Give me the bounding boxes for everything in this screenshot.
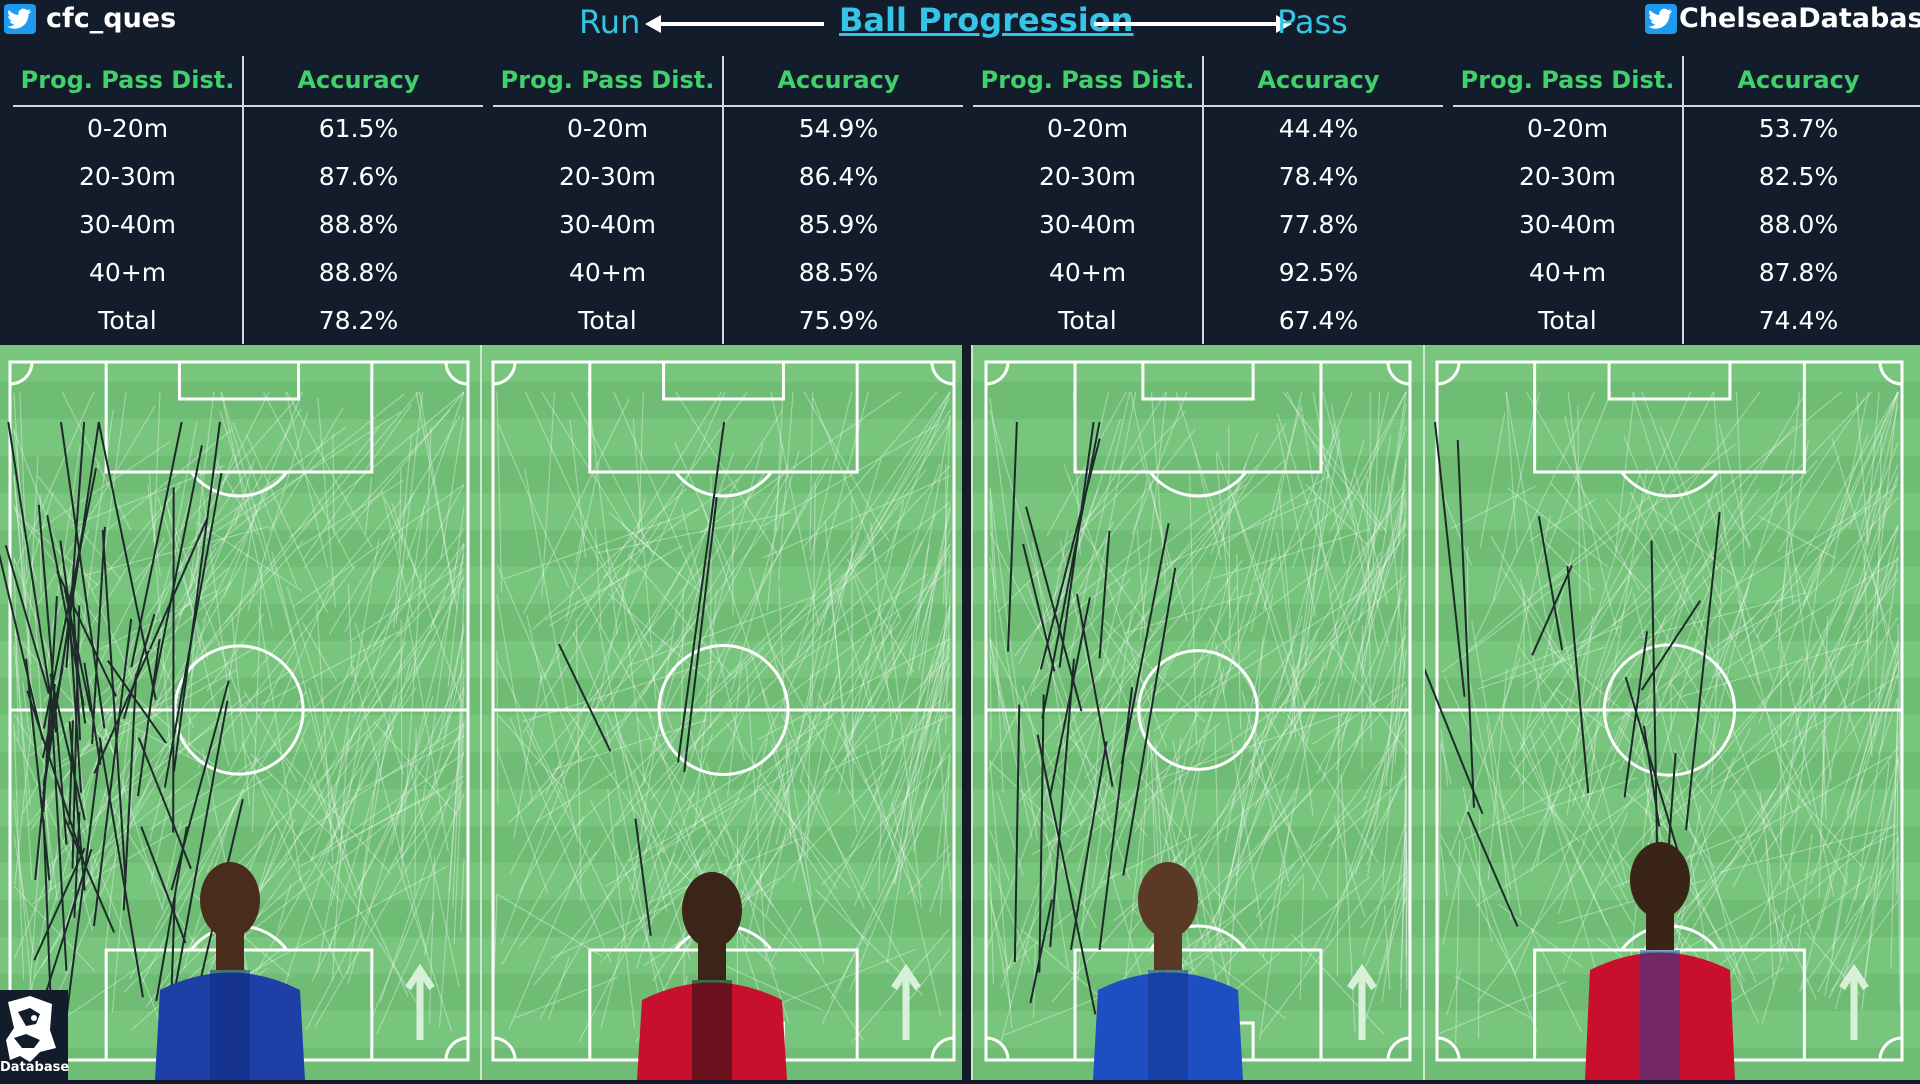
table-cell-accuracy: 74.4% <box>1684 306 1913 335</box>
table-cell-accuracy: 54.9% <box>724 114 953 143</box>
table-cell-accuracy: 85.9% <box>724 210 953 239</box>
pitch-stripe <box>482 567 962 604</box>
table-cell-accuracy: 88.8% <box>244 258 473 287</box>
panel-separator <box>1423 345 1425 1080</box>
left-handle[interactable]: cfc_ques <box>4 3 176 34</box>
table-cell-accuracy: 53.7% <box>1684 114 1913 143</box>
table-cell-distance: 30-40m <box>1453 210 1682 239</box>
pass-label: Pass <box>1277 3 1348 41</box>
table-cell-accuracy: 75.9% <box>724 306 953 335</box>
table-cell-distance: 0-20m <box>493 114 722 143</box>
left-handle-text: cfc_ques <box>46 3 176 34</box>
pass-line <box>40 495 41 592</box>
table-divider <box>1202 56 1204 344</box>
table-cell-accuracy: 44.4% <box>1204 114 1433 143</box>
table-cell-distance: Total <box>973 306 1202 335</box>
table-cell-accuracy: 88.8% <box>244 210 473 239</box>
table-cell-distance: 20-30m <box>973 162 1202 191</box>
table-cell-distance: 30-40m <box>973 210 1202 239</box>
table-cell-distance: 0-20m <box>13 114 242 143</box>
column-header-distance: Prog. Pass Dist. <box>973 66 1202 94</box>
arrow-right-line <box>1094 22 1280 26</box>
table-header-rule <box>13 105 483 107</box>
table-cell-accuracy: 87.8% <box>1684 258 1913 287</box>
pitch-map <box>0 345 480 1080</box>
table-cell-distance: 40+m <box>13 258 242 287</box>
panel-separator <box>480 345 482 1080</box>
table-cell-distance: 20-30m <box>1453 162 1682 191</box>
column-header-accuracy: Accuracy <box>724 66 953 94</box>
club-logo: Database <box>0 990 68 1080</box>
table-cell-accuracy: 77.8% <box>1204 210 1433 239</box>
table-cell-distance: Total <box>493 306 722 335</box>
pitch-panel <box>0 345 480 1080</box>
table-cell-accuracy: 82.5% <box>1684 162 1913 191</box>
table-cell-accuracy: 86.4% <box>724 162 953 191</box>
table-divider <box>1682 56 1684 344</box>
column-header-accuracy: Accuracy <box>244 66 473 94</box>
table-cell-distance: 30-40m <box>493 210 722 239</box>
pitch-panel <box>973 345 1423 1080</box>
table-divider <box>722 56 724 344</box>
table-cell-distance: 0-20m <box>1453 114 1682 143</box>
twitter-bird-icon <box>4 4 36 34</box>
table-header-rule <box>973 105 1443 107</box>
pitch-map <box>973 345 1423 1080</box>
table-header-rule <box>493 105 963 107</box>
table-cell-distance: 20-30m <box>13 162 242 191</box>
header: cfc_ques Run Ball Progression Pass Chels… <box>0 0 1920 52</box>
pitch-stripe <box>1425 419 1920 456</box>
arrow-left-line <box>658 22 824 26</box>
pitch-stripe <box>973 493 1423 530</box>
column-header-distance: Prog. Pass Dist. <box>13 66 242 94</box>
table-cell-distance: 40+m <box>973 258 1202 287</box>
column-header-distance: Prog. Pass Dist. <box>1453 66 1682 94</box>
table-cell-distance: 40+m <box>493 258 722 287</box>
table-cell-distance: 30-40m <box>13 210 242 239</box>
pass-line <box>1524 588 1525 812</box>
table-cell-distance: 20-30m <box>493 162 722 191</box>
table-cell-accuracy: 88.5% <box>724 258 953 287</box>
table-cell-accuracy: 61.5% <box>244 114 473 143</box>
column-header-distance: Prog. Pass Dist. <box>493 66 722 94</box>
table-divider <box>242 56 244 344</box>
run-label: Run <box>579 3 640 41</box>
twitter-bird-icon <box>1645 4 1677 34</box>
pitch-stripe <box>482 493 962 530</box>
table-cell-accuracy: 78.2% <box>244 306 473 335</box>
pass-line <box>1406 772 1407 989</box>
table-cell-accuracy: 92.5% <box>1204 258 1433 287</box>
pitch-stripe <box>482 752 962 789</box>
pitch-map <box>1425 345 1920 1080</box>
right-handle-text: ChelseaDatabase <box>1679 3 1920 34</box>
pitch-stripe <box>482 456 962 493</box>
pitch-stripe <box>973 419 1423 456</box>
table-cell-accuracy: 87.6% <box>244 162 473 191</box>
table-cell-distance: Total <box>1453 306 1682 335</box>
column-header-accuracy: Accuracy <box>1204 66 1433 94</box>
table-cell-distance: 40+m <box>1453 258 1682 287</box>
panel-separator <box>971 345 973 1080</box>
right-handle[interactable]: ChelseaDatabase <box>1645 3 1920 34</box>
table-cell-accuracy: 67.4% <box>1204 306 1433 335</box>
pass-line <box>497 651 498 804</box>
table-header-rule <box>1453 105 1920 107</box>
table-cell-accuracy: 78.4% <box>1204 162 1433 191</box>
table-cell-distance: 0-20m <box>973 114 1202 143</box>
table-cell-distance: Total <box>13 306 242 335</box>
logo-text: Database <box>0 1060 68 1075</box>
column-header-accuracy: Accuracy <box>1684 66 1913 94</box>
pass-line <box>333 433 334 534</box>
page-title: Ball Progression <box>839 1 1134 39</box>
table-cell-accuracy: 88.0% <box>1684 210 1913 239</box>
pitch-panel <box>482 345 962 1080</box>
pitch-stripe <box>1425 530 1920 567</box>
pitch-map <box>482 345 962 1080</box>
pitch-panel <box>1425 345 1920 1080</box>
